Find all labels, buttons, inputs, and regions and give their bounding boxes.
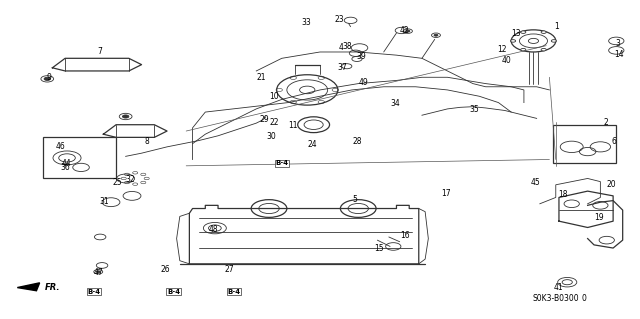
Text: 31: 31 [99, 197, 109, 206]
Text: 4: 4 [339, 43, 344, 52]
Text: 3: 3 [616, 39, 621, 48]
Text: 33: 33 [301, 19, 311, 27]
Text: B-4: B-4 [275, 160, 289, 166]
Text: 15: 15 [374, 243, 384, 253]
Text: 21: 21 [257, 73, 266, 82]
Text: 28: 28 [352, 137, 362, 146]
Text: 5: 5 [353, 195, 358, 204]
Polygon shape [17, 283, 40, 291]
Circle shape [511, 40, 516, 42]
Text: 8: 8 [144, 137, 149, 146]
Text: 32: 32 [125, 174, 135, 184]
Text: 10: 10 [269, 92, 279, 101]
Circle shape [406, 30, 410, 32]
Text: 46: 46 [56, 142, 65, 151]
Text: 41: 41 [554, 283, 563, 292]
Text: 23: 23 [334, 15, 344, 24]
Text: 27: 27 [225, 265, 234, 274]
Text: 0: 0 [581, 293, 586, 302]
Circle shape [434, 34, 438, 36]
Text: 35: 35 [469, 105, 479, 114]
Text: S0K3-B0300: S0K3-B0300 [532, 293, 579, 302]
Text: 20: 20 [606, 180, 616, 189]
Text: 42: 42 [399, 26, 409, 35]
Text: 14: 14 [614, 50, 624, 59]
Text: 25: 25 [113, 178, 122, 187]
Text: 18: 18 [559, 190, 568, 199]
Text: 16: 16 [400, 231, 410, 240]
Text: 39: 39 [356, 52, 366, 61]
Text: B-4: B-4 [227, 289, 241, 295]
Text: 38: 38 [342, 42, 352, 51]
Text: 34: 34 [390, 99, 400, 108]
Text: 36: 36 [60, 163, 70, 172]
Text: 26: 26 [161, 265, 171, 274]
Text: 17: 17 [442, 189, 451, 198]
Text: 30: 30 [266, 132, 276, 141]
Text: B-4: B-4 [87, 289, 100, 295]
Circle shape [521, 31, 526, 33]
Text: 45: 45 [531, 178, 540, 187]
Text: 40: 40 [502, 56, 511, 65]
Text: B-4: B-4 [167, 289, 180, 295]
Text: 24: 24 [308, 140, 317, 149]
Circle shape [541, 31, 546, 33]
Circle shape [122, 115, 129, 118]
Text: 47: 47 [94, 268, 104, 277]
Text: 1: 1 [555, 22, 559, 31]
Circle shape [521, 48, 526, 51]
Text: 9: 9 [47, 73, 52, 82]
Text: 37: 37 [337, 63, 347, 72]
Text: 11: 11 [289, 121, 298, 130]
Bar [552, 125, 616, 163]
Text: 12: 12 [497, 45, 507, 54]
Text: 2: 2 [603, 118, 608, 127]
Text: 44: 44 [61, 159, 71, 168]
Circle shape [541, 48, 546, 51]
Text: FR.: FR. [45, 283, 60, 292]
Circle shape [551, 40, 556, 42]
Text: 49: 49 [358, 78, 368, 87]
Text: 6: 6 [612, 137, 617, 146]
Text: 22: 22 [269, 118, 279, 127]
Text: 29: 29 [260, 115, 269, 123]
Text: 13: 13 [511, 29, 521, 38]
Circle shape [44, 77, 51, 80]
Circle shape [97, 271, 100, 273]
Bar [43, 137, 116, 178]
Text: 7: 7 [98, 48, 102, 56]
Text: 48: 48 [209, 225, 218, 234]
Text: 19: 19 [595, 212, 604, 222]
